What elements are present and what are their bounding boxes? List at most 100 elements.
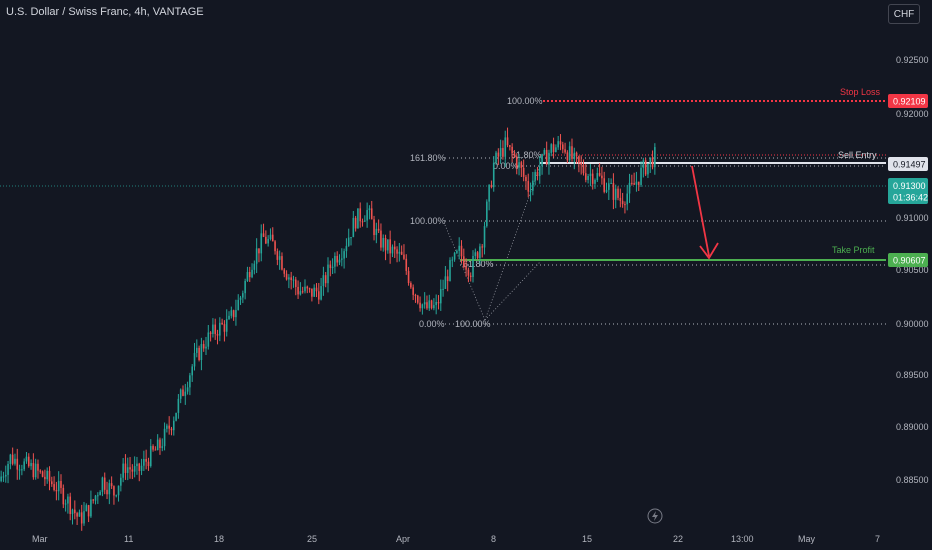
candle-body	[430, 300, 433, 309]
candle-body	[131, 469, 134, 472]
price-tick-0-90000: 0.90000	[896, 319, 929, 329]
candle-body	[166, 425, 168, 429]
candle-body	[228, 315, 230, 320]
candle-body	[509, 145, 511, 147]
candle-body	[193, 352, 196, 367]
candle-body	[62, 487, 65, 505]
candle-body	[336, 255, 339, 263]
candle-body	[513, 153, 516, 157]
lightning-icon[interactable]	[647, 508, 663, 524]
candle-body	[278, 256, 281, 260]
candle-body	[27, 456, 30, 467]
candle-body	[39, 470, 42, 472]
candle-body	[143, 458, 145, 466]
candle-body	[32, 463, 35, 478]
candle-body	[230, 310, 233, 316]
candle-body	[25, 456, 28, 462]
candle-body	[7, 463, 9, 475]
candle-body	[120, 477, 122, 486]
candle-body	[389, 239, 391, 254]
candle-body	[53, 484, 55, 490]
candle-body	[626, 193, 629, 205]
candle-body	[462, 256, 465, 267]
fib-mid-connector-1	[484, 165, 541, 321]
candle-body	[267, 239, 269, 244]
candle-body	[591, 173, 594, 184]
candle-body	[55, 489, 58, 492]
candle-body	[419, 302, 421, 309]
candle-body	[345, 245, 348, 252]
candle-body	[538, 166, 541, 177]
candle-body	[129, 467, 131, 470]
candle-body	[87, 505, 90, 517]
candle-body	[621, 200, 624, 205]
price-tick-0-91000: 0.91000	[896, 213, 929, 223]
candle-body	[182, 389, 184, 396]
candle-body	[80, 512, 83, 524]
candle-body	[635, 181, 638, 185]
candle-body	[269, 234, 272, 240]
candle-body	[582, 164, 585, 174]
candle-body	[219, 322, 221, 336]
candle-body	[637, 181, 640, 185]
candle-body	[511, 146, 513, 154]
candle-body	[571, 146, 573, 159]
candle-body	[255, 248, 258, 264]
candle-body	[384, 238, 387, 251]
candle-body	[274, 241, 276, 252]
candle-body	[488, 184, 490, 202]
candle-body	[352, 217, 355, 238]
candle-body	[152, 446, 154, 450]
candle-body	[50, 481, 53, 485]
candle-body	[601, 175, 603, 179]
candle-body	[115, 495, 118, 497]
time-label-22: 22	[673, 534, 683, 544]
candle-body	[578, 156, 580, 163]
time-label-7: 7	[875, 534, 880, 544]
candle-body	[654, 147, 656, 168]
candle-body	[4, 474, 7, 477]
candle-body	[543, 149, 546, 155]
candle-body	[18, 469, 21, 471]
candle-body	[253, 263, 256, 270]
candle-body	[559, 141, 562, 145]
candle-body	[564, 149, 566, 153]
candle-body	[103, 477, 106, 490]
candle-body	[481, 246, 484, 248]
candle-body	[262, 233, 265, 237]
candle-body	[159, 439, 161, 448]
candle-body	[444, 276, 447, 289]
countdown-text: 01:36:42	[893, 193, 928, 203]
candle-body	[518, 162, 520, 168]
candle-body	[85, 505, 88, 512]
candle-body	[405, 258, 408, 271]
candle-body	[237, 299, 240, 311]
candle-body	[57, 480, 60, 492]
candle-body	[338, 259, 341, 263]
candle-body	[403, 254, 405, 259]
candle-body	[90, 499, 92, 517]
candle-body	[550, 144, 553, 153]
candle-body	[568, 146, 571, 161]
currency-button[interactable]: CHF	[888, 4, 920, 24]
candle-body	[34, 463, 37, 478]
candle-body	[612, 182, 615, 200]
candle-body	[9, 454, 12, 464]
candle-body	[172, 420, 175, 431]
candle-body	[297, 286, 299, 295]
candle-body	[198, 347, 200, 361]
candle-body	[555, 147, 557, 153]
candle-body	[244, 281, 246, 294]
candle-body	[624, 204, 626, 206]
candle-body	[506, 137, 509, 146]
candle-body	[235, 310, 237, 318]
price-tick-0-92500: 0.92500	[896, 55, 929, 65]
candle-body	[421, 304, 424, 309]
candle-body	[522, 167, 525, 177]
candle-body	[628, 182, 631, 194]
fib-left-0-label: 0.00%	[419, 319, 445, 329]
candle-body	[0, 476, 2, 482]
fib-big-100-label: 100.00%	[507, 96, 543, 106]
candle-body	[541, 154, 543, 167]
